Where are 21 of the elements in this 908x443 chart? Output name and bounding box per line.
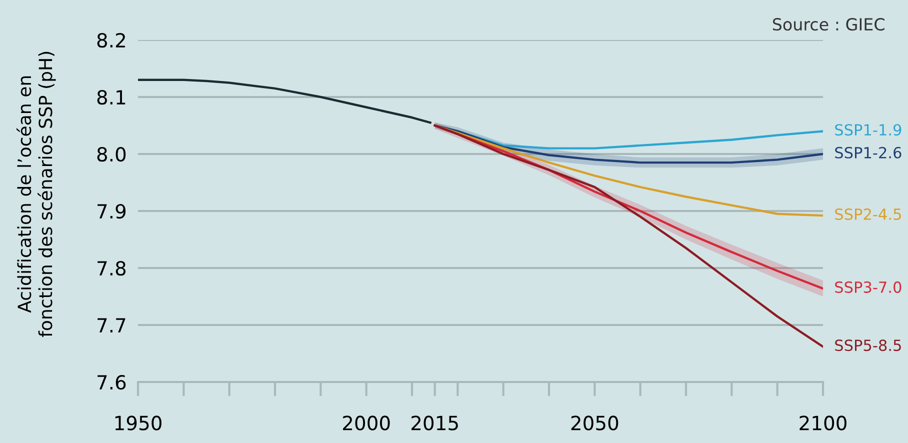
y-tick-label: 8.0 bbox=[97, 146, 126, 162]
y-tick-label: 8.2 bbox=[97, 32, 125, 48]
y-tick-label: 7.6 bbox=[98, 374, 126, 390]
y-tick-label: 7.7 bbox=[98, 318, 126, 332]
x-tick-label: 2050 bbox=[571, 416, 618, 430]
y-tick-label: 7.8 bbox=[98, 260, 126, 276]
y-tick-label: 7.9 bbox=[98, 204, 126, 219]
series-label: SSP3-7.0 bbox=[835, 281, 902, 293]
x-tick-label: 2100 bbox=[800, 416, 846, 430]
series-label: SSP1-2.6 bbox=[835, 146, 902, 158]
line-series bbox=[434, 124, 823, 348]
series-label: SSP2-4.5 bbox=[835, 208, 901, 220]
series-label: SSP1-1.9 bbox=[835, 124, 902, 136]
line-series bbox=[138, 78, 432, 124]
x-tick-label: 1950 bbox=[115, 416, 162, 430]
x-tick-label: 2000 bbox=[343, 416, 390, 430]
y-axis-title: Acidification de l’océan en fonction des scénarios SSP (pH) bbox=[16, 52, 56, 338]
y-tick-label: 8.1 bbox=[97, 90, 126, 105]
series-label: SSP5-8.5 bbox=[835, 340, 901, 352]
x-tick-label: 2015 bbox=[412, 416, 458, 430]
source-note: Source : GIEC bbox=[772, 18, 884, 31]
